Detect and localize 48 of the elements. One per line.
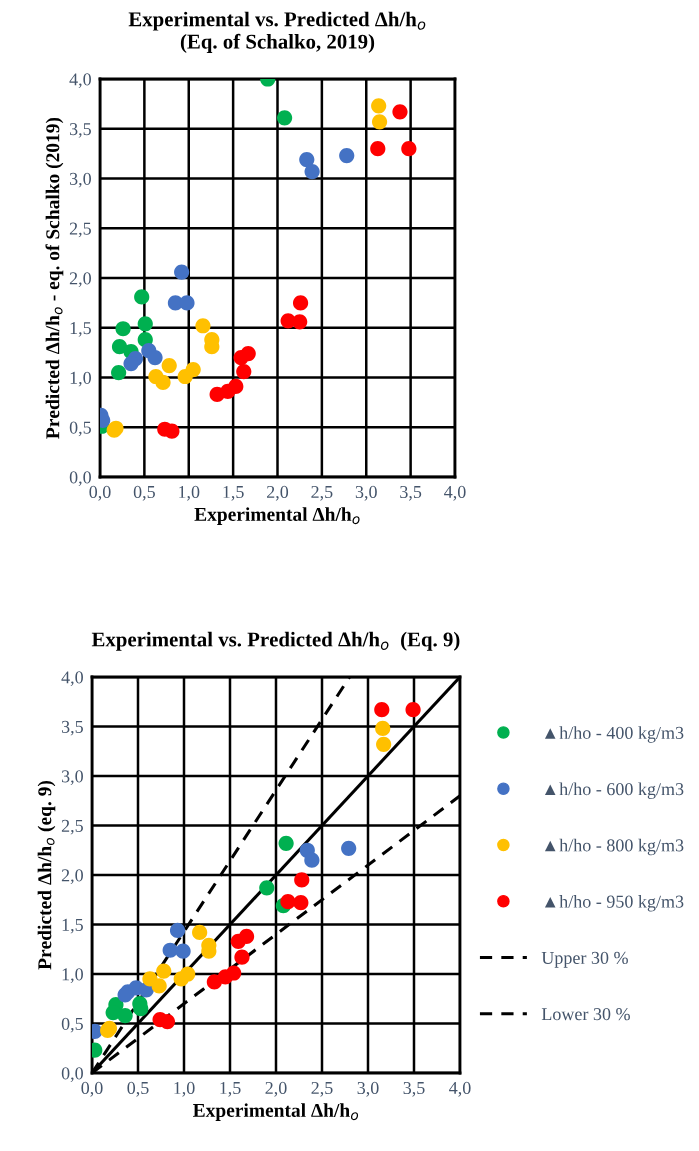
legend-label: Lower 30 % (541, 1008, 630, 1021)
y-tick-label: 3,0 (61, 770, 83, 786)
y-tick-label: 0,5 (69, 421, 91, 437)
x-axis-title: Experimental Δh/h$_{o}$ (194, 507, 360, 525)
y-tick-label: 1,0 (70, 371, 91, 387)
y-tick-label: 1,5 (70, 322, 91, 337)
x-tick-label: 2,0 (265, 1081, 287, 1097)
x-tick-label: 3,5 (403, 1081, 425, 1097)
chart-title: Experimental vs. Predicted Δh/h$_{o}$ (Eq. 9) (91, 631, 460, 651)
y-tick-label: 4,0 (61, 671, 83, 687)
x-tick-label: 0,0 (81, 1081, 103, 1097)
x-tick-label: 0,0 (89, 485, 111, 501)
x-tick-label: 3,0 (357, 1081, 379, 1097)
x-tick-label: 2,5 (311, 1081, 333, 1097)
y-tick-label: 0,0 (69, 471, 91, 487)
y-tick-label: 3,5 (69, 123, 91, 138)
y-tick-label: 1,0 (62, 968, 83, 984)
legend-label: ▲h/ho - 600 kg/m3 (544, 782, 684, 799)
x-tick-label: 3,5 (400, 485, 422, 501)
x-axis-title: Experimental Δh/h$_{o}$ (193, 1103, 359, 1121)
x-tick-label: 4,0 (444, 485, 466, 501)
y-tick-label: 2,0 (69, 272, 91, 288)
x-tick-label: 4,0 (449, 1081, 471, 1097)
y-tick-label: 2,0 (61, 869, 83, 885)
y-tick-label: 2,5 (61, 819, 83, 835)
x-tick-label: 2,5 (311, 485, 333, 501)
legend-label: ▲h/ho - 950 kg/m3 (544, 895, 684, 912)
x-tick-label: 1,0 (179, 485, 200, 501)
y-tick-label: 2,5 (69, 222, 91, 238)
x-tick-label: 1,5 (223, 485, 244, 501)
x-tick-label: 2,0 (267, 485, 289, 501)
legend-label: ▲h/ho - 400 kg/m3 (544, 726, 684, 743)
x-tick-label: 0,5 (133, 485, 155, 501)
legend-label: Upper 30 % (541, 951, 628, 968)
y-axis-title: Predicted Δh/h$_{o}$ - eq. of Schalko (2019) (45, 117, 64, 439)
y-tick-label: 3,5 (61, 720, 83, 736)
legend-label: ▲h/ho - 800 kg/m3 (544, 838, 684, 856)
y-tick-label: 4,0 (69, 73, 91, 89)
x-tick-label: 3,0 (355, 485, 377, 501)
y-axis-title: Predicted Δh/h$_{o}$ (eq. 9) (37, 781, 56, 970)
chart-title: Experimental vs. Predicted Δh/h$_{o}$ (Eq. of Schalko, 2019) (128, 11, 426, 53)
y-tick-label: 0,0 (61, 1067, 83, 1083)
x-tick-label: 0,5 (127, 1081, 149, 1097)
y-tick-label: 3,0 (69, 172, 91, 188)
x-tick-label: 1,5 (220, 1081, 241, 1097)
y-tick-label: 1,5 (62, 918, 83, 934)
y-tick-label: 0,5 (61, 1017, 83, 1033)
x-tick-label: 1,0 (174, 1081, 195, 1097)
